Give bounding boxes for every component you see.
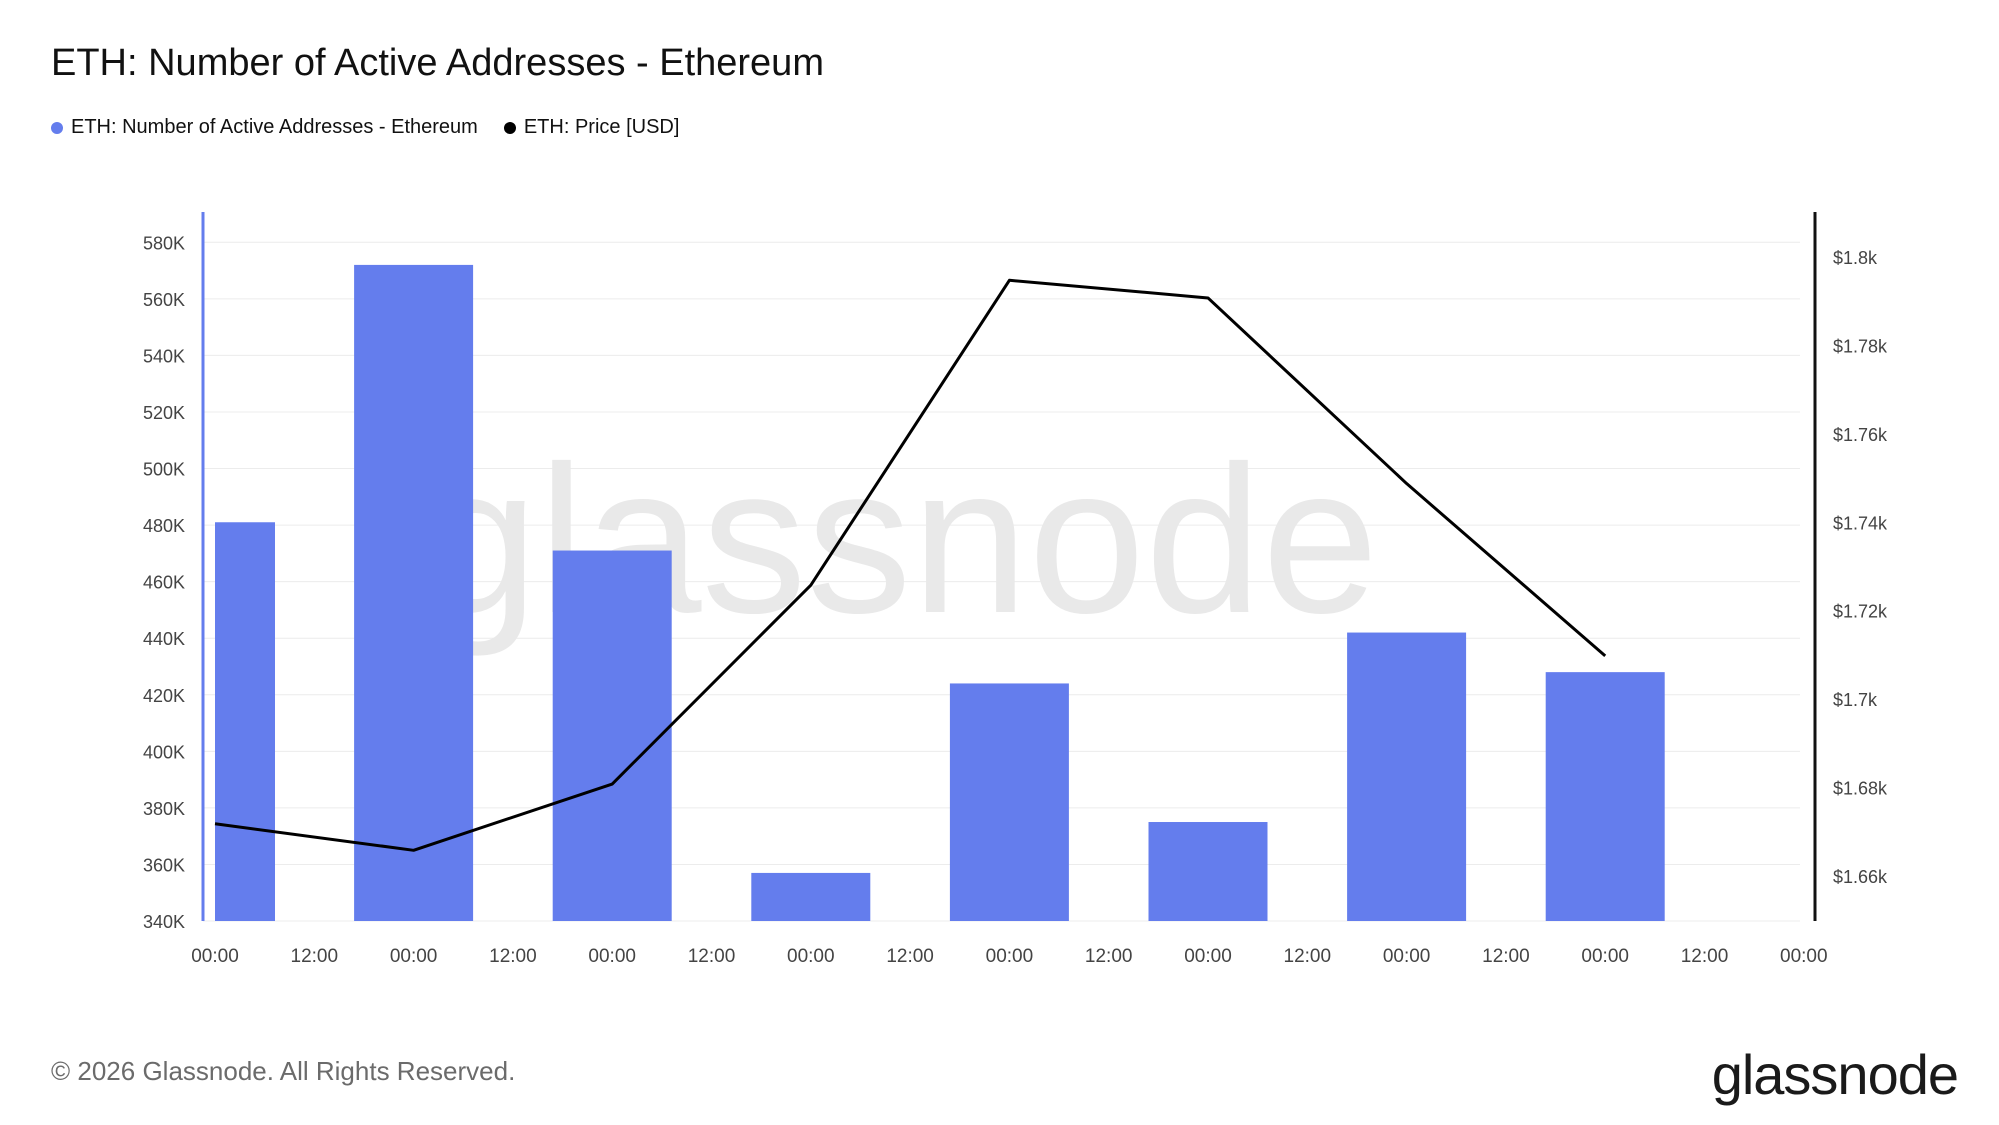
left-axis-tick-label: 360K [143,855,185,875]
x-axis-tick-label: 12:00 [688,946,736,967]
right-axis-tick-label: $1.76k [1833,425,1888,445]
x-axis-tick-label: 00:00 [390,946,438,967]
price-line [214,278,1607,852]
active-addresses-bar [1545,672,1665,921]
right-axis-tick-label: $1.74k [1833,513,1888,533]
x-axis-tick-label: 12:00 [1284,946,1332,967]
right-axis-tick-label: $1.66k [1833,867,1888,887]
legend-label-price: ETH: Price [USD] [523,116,680,138]
x-axis-tick-label: 00:00 [986,946,1034,967]
active-addresses-bar [751,872,871,921]
legend: ETH: Number of Active Addresses - Ethere… [51,116,705,139]
active-addresses-bar [552,550,672,921]
bar-series [215,264,1665,921]
legend-item-active-addresses[interactable]: ETH: Number of Active Addresses - Ethere… [51,116,478,139]
active-addresses-bar [949,683,1069,921]
x-axis-tick-label: 00:00 [1383,946,1431,967]
price-line-series [214,278,1607,852]
left-axis-tick-label: 540K [143,346,185,366]
x-axis-tick-label: 00:00 [1581,946,1629,967]
x-axis-tick-label: 12:00 [1681,946,1729,967]
right-axis-tick-label: $1.68k [1833,778,1888,798]
x-axis-tick-label: 00:00 [191,946,239,967]
left-axis-tick-label: 460K [143,573,185,593]
chart-title: ETH: Number of Active Addresses - Ethere… [51,42,824,84]
x-axis-ticks: 00:00 12:00 00:00 12:00 00:00 12:00 00:00 12:00… [191,946,1827,967]
x-axis-tick-label: 00:00 [1780,946,1828,967]
axes [201,212,1817,921]
left-axis-ticks: 340K 360K 380K 400K 420K 440K 460K 480K 500K 520K… [143,233,185,932]
legend-item-price[interactable]: ETH: Price [USD] [503,116,680,139]
left-axis-tick-label: 580K [143,233,185,253]
right-axis-ticks: $1.66k $1.68k $1.7k $1.72k $1.74k $1.76k $1.78… [1833,248,1888,887]
left-axis-tick-label: 520K [143,403,185,423]
x-axis-tick-label: 12:00 [1085,946,1133,967]
legend-dot-price [503,121,516,134]
left-axis-tick-label: 420K [143,686,185,706]
left-axis-tick-label: 560K [143,290,185,310]
active-addresses-bar [1347,632,1467,921]
left-axis-tick-label: 340K [143,912,185,932]
active-addresses-bar [354,264,474,921]
right-axis-tick-label: $1.8k [1833,248,1878,268]
left-axis-tick-label: 500K [143,460,185,480]
active-addresses-bar [215,522,275,921]
legend-dot-active-addresses [51,121,63,134]
right-axis-tick-label: $1.7k [1833,690,1878,710]
x-axis-tick-label: 12:00 [489,946,537,967]
x-axis-tick-label: 00:00 [588,946,636,967]
left-axis-tick-label: 380K [143,799,185,819]
x-axis-tick-label: 12:00 [291,946,339,967]
x-axis-tick-label: 00:00 [787,946,835,967]
x-axis-tick-label: 12:00 [1482,946,1530,967]
legend-label-active-addresses: ETH: Number of Active Addresses - Ethere… [71,116,478,138]
right-axis-tick-label: $1.72k [1833,602,1888,622]
copyright-text: © 2026 Glassnode. All Rights Reserved. [51,1056,516,1086]
x-axis-tick-label: 12:00 [886,946,934,967]
left-axis-tick-label: 480K [143,516,185,536]
left-axis-tick-label: 440K [143,629,185,649]
left-axis-tick-label: 400K [143,742,185,762]
glassnode-logo[interactable]: glassnode [1711,1043,1959,1106]
right-axis-tick-label: $1.78k [1833,337,1888,357]
active-addresses-bar [1148,822,1268,921]
x-axis-tick-label: 00:00 [1184,946,1232,967]
